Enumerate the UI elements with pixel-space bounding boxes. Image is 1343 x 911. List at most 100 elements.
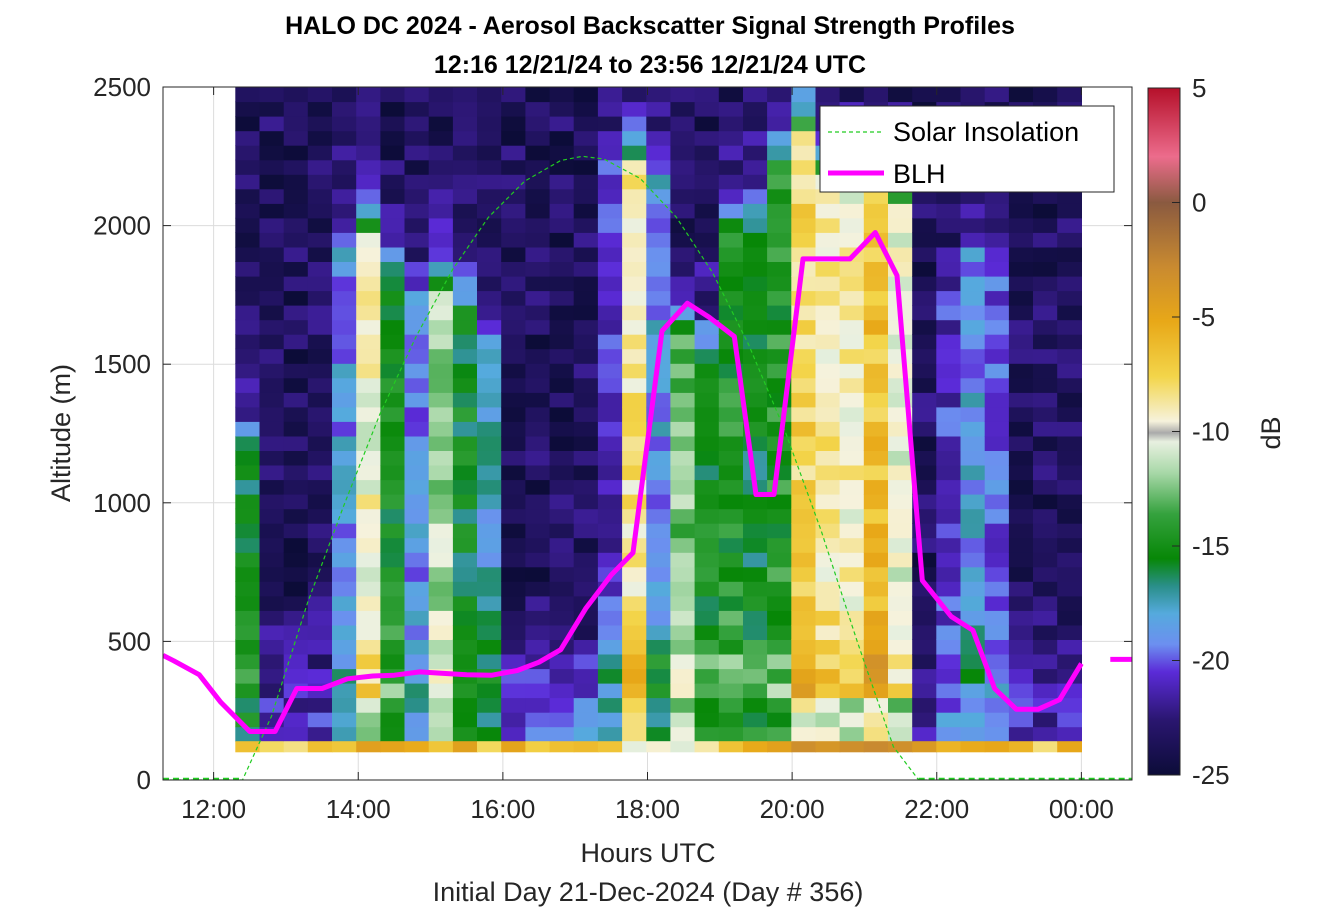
heatmap-cell bbox=[404, 305, 430, 321]
heatmap-cell bbox=[694, 552, 720, 568]
heatmap-cell bbox=[332, 101, 357, 117]
heatmap-cell bbox=[549, 465, 575, 481]
heatmap-cell bbox=[307, 246, 333, 262]
heatmap-cell bbox=[767, 610, 792, 626]
heatmap-cell bbox=[984, 726, 1010, 742]
heatmap-cell bbox=[960, 581, 986, 597]
heatmap-cell bbox=[356, 246, 381, 262]
heatmap-cell bbox=[646, 595, 672, 611]
heatmap-cell bbox=[525, 145, 551, 161]
heatmap-cell bbox=[863, 421, 889, 437]
heatmap-cell bbox=[1057, 654, 1082, 670]
heatmap-cell bbox=[984, 479, 1010, 495]
heatmap-cell bbox=[549, 668, 575, 684]
heatmap-cell bbox=[332, 581, 357, 597]
heatmap-cell bbox=[283, 523, 309, 539]
heatmap-cell bbox=[1033, 508, 1058, 524]
heatmap-cell bbox=[1008, 435, 1034, 451]
heatmap-cell bbox=[743, 406, 768, 422]
heatmap-cell bbox=[283, 87, 309, 103]
heatmap-cell bbox=[622, 712, 647, 728]
heatmap-cell bbox=[670, 552, 696, 568]
heatmap-cell bbox=[307, 668, 333, 684]
heatmap-cell bbox=[307, 232, 333, 248]
heatmap-cell bbox=[960, 377, 986, 393]
heatmap-cell bbox=[670, 319, 696, 335]
heatmap-cell bbox=[525, 406, 551, 422]
heatmap-cell bbox=[356, 581, 381, 597]
heatmap-cell bbox=[839, 421, 865, 437]
heatmap-cell bbox=[549, 595, 575, 611]
heatmap-cell bbox=[259, 639, 285, 655]
heatmap-cell bbox=[356, 377, 381, 393]
heatmap-cell bbox=[307, 479, 333, 495]
heatmap-cell bbox=[428, 581, 454, 597]
heatmap-cell bbox=[307, 610, 333, 626]
heatmap-cell bbox=[525, 668, 551, 684]
heatmap-cell bbox=[670, 726, 696, 742]
heatmap-cell bbox=[235, 595, 261, 611]
x-tick-label: 14:00 bbox=[326, 794, 391, 824]
heatmap-cell bbox=[767, 595, 792, 611]
heatmap-cell bbox=[960, 319, 986, 335]
heatmap-cell bbox=[259, 363, 285, 379]
heatmap-cell bbox=[477, 523, 502, 539]
heatmap-cell bbox=[718, 130, 744, 146]
heatmap-cell bbox=[791, 537, 817, 553]
heatmap-cell bbox=[477, 101, 502, 117]
heatmap-cell bbox=[573, 421, 599, 437]
heatmap-cell bbox=[1057, 348, 1082, 364]
heatmap-cell bbox=[501, 508, 526, 524]
heatmap-cell bbox=[235, 319, 261, 335]
heatmap-cell bbox=[525, 334, 551, 350]
surface-band-cell bbox=[743, 741, 768, 753]
heatmap-cell bbox=[549, 159, 575, 175]
heatmap-cell bbox=[283, 319, 309, 335]
heatmap-cell bbox=[573, 450, 599, 466]
heatmap-cell bbox=[646, 494, 672, 510]
heatmap-cell bbox=[380, 377, 406, 393]
heatmap-cell bbox=[670, 261, 696, 277]
surface-band-cell bbox=[888, 741, 913, 753]
heatmap-cell bbox=[912, 290, 937, 306]
heatmap-cell bbox=[501, 348, 526, 364]
heatmap-cell bbox=[936, 261, 962, 277]
heatmap-cell bbox=[477, 552, 502, 568]
heatmap-cell bbox=[283, 392, 309, 408]
heatmap-cell bbox=[791, 683, 817, 699]
heatmap-cell bbox=[743, 130, 768, 146]
heatmap-cell bbox=[791, 610, 817, 626]
heatmap-cell bbox=[718, 654, 744, 670]
heatmap-cell bbox=[452, 712, 478, 728]
heatmap-cell bbox=[1057, 290, 1082, 306]
heatmap-cell bbox=[622, 450, 647, 466]
heatmap-cell bbox=[356, 406, 381, 422]
heatmap-cell bbox=[332, 639, 357, 655]
heatmap-cell bbox=[743, 726, 768, 742]
heatmap-cell bbox=[501, 145, 526, 161]
heatmap-cell bbox=[501, 697, 526, 713]
heatmap-cell bbox=[597, 174, 623, 190]
heatmap-cell bbox=[428, 145, 454, 161]
surface-band-cell bbox=[622, 741, 647, 753]
heatmap-cell bbox=[815, 334, 841, 350]
heatmap-cell bbox=[477, 421, 502, 437]
heatmap-cell bbox=[791, 479, 817, 495]
heatmap-cell bbox=[501, 116, 526, 132]
heatmap-cell bbox=[694, 101, 720, 117]
heatmap-cell bbox=[646, 668, 672, 684]
heatmap-cell bbox=[380, 537, 406, 553]
heatmap-cell bbox=[743, 203, 768, 219]
heatmap-cell bbox=[235, 101, 261, 117]
heatmap-cell bbox=[839, 537, 865, 553]
heatmap-cell bbox=[718, 377, 744, 393]
heatmap-cell bbox=[452, 726, 478, 742]
heatmap-cell bbox=[936, 348, 962, 364]
heatmap-cell bbox=[259, 523, 285, 539]
heatmap-cell bbox=[694, 290, 720, 306]
heatmap-cell bbox=[936, 203, 962, 219]
heatmap-cell bbox=[815, 465, 841, 481]
heatmap-cell bbox=[936, 290, 962, 306]
heatmap-cell bbox=[1033, 537, 1058, 553]
heatmap-cell bbox=[646, 203, 672, 219]
